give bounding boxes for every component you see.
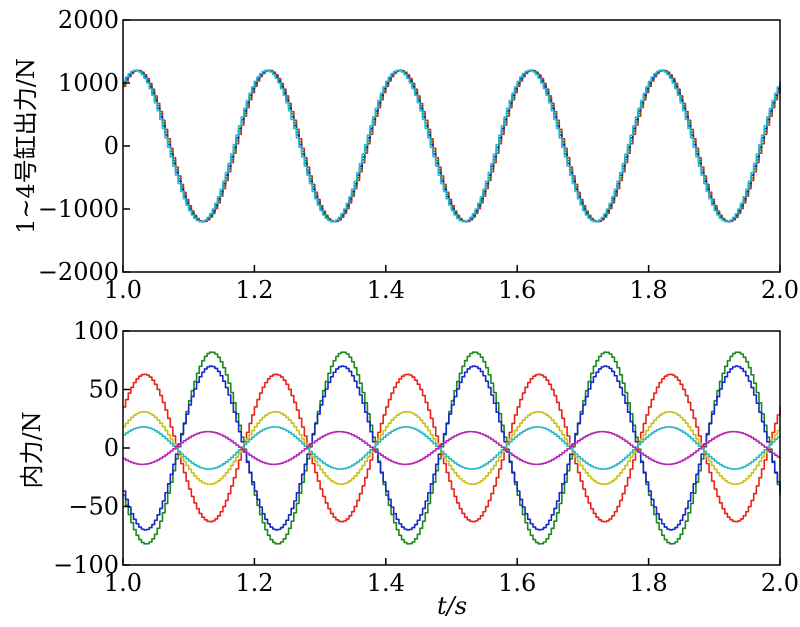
x-tick-label-top: 1.6 (498, 276, 536, 304)
ticks-top: 1.0 1.2 1.4 1.6 1.8 2.0 2000 1000 0 −1000 −2000 (38, 6, 799, 304)
series-line-bottom-4 (123, 411, 781, 485)
series-line-top-4 (123, 69, 781, 223)
y-tick-label-bottom: 0 (104, 434, 119, 462)
series-line-bottom-5 (123, 426, 781, 470)
x-tick-label-top: 1.2 (235, 276, 273, 304)
x-tick-label-top: 1.8 (630, 276, 668, 304)
chart-panel-top: 1.0 1.2 1.4 1.6 1.8 2.0 2000 1000 0 −1000 −2000 1~… (12, 6, 799, 304)
series-group-bottom (123, 351, 781, 545)
y-tick-label-bottom: −100 (53, 551, 119, 579)
y-tick-label-bottom: 50 (88, 376, 119, 404)
series-line-bottom-1 (123, 351, 781, 545)
x-tick-label-bottom: 2.0 (761, 569, 799, 597)
y-axis-label-bottom: 内力/N (18, 411, 46, 488)
series-line-bottom-6 (123, 430, 781, 466)
y-axis-label-top: 1~4号缸出力/N (12, 58, 40, 234)
series-line-bottom-2 (123, 365, 781, 531)
plot-frame-top (122, 19, 781, 273)
y-tick-label-bottom: 100 (73, 317, 119, 345)
x-tick-label-bottom: 1.6 (498, 569, 536, 597)
x-tick-label-top: 1.4 (367, 276, 405, 304)
series-group-top (123, 69, 781, 223)
y-tick-label-top: 0 (104, 132, 119, 160)
x-tick-label-top: 1.0 (104, 276, 142, 304)
x-axis-label-bottom: t/s (437, 592, 467, 620)
x-tick-label-bottom: 1.0 (104, 569, 142, 597)
plot-frame-bottom (122, 330, 781, 566)
series-line-bottom-3 (123, 373, 781, 523)
y-tick-label-top: −2000 (38, 258, 119, 286)
ticks-bottom: 1.0 1.2 1.4 1.6 1.8 2.0 100 50 0 −50 −100 (53, 317, 799, 597)
y-tick-label-top: −1000 (38, 195, 119, 223)
y-tick-label-top: 2000 (58, 6, 119, 34)
x-tick-label-bottom: 1.2 (235, 569, 273, 597)
chart-panel-bottom: 1.0 1.2 1.4 1.6 1.8 2.0 100 50 0 −50 −100 内力/N t/s (18, 317, 799, 620)
y-tick-label-bottom: −50 (68, 493, 119, 521)
x-tick-label-bottom: 1.8 (630, 569, 668, 597)
x-tick-label-top: 2.0 (761, 276, 799, 304)
y-tick-label-top: 1000 (58, 69, 119, 97)
x-tick-label-bottom: 1.4 (367, 569, 405, 597)
series-line-top-1 (123, 69, 781, 223)
